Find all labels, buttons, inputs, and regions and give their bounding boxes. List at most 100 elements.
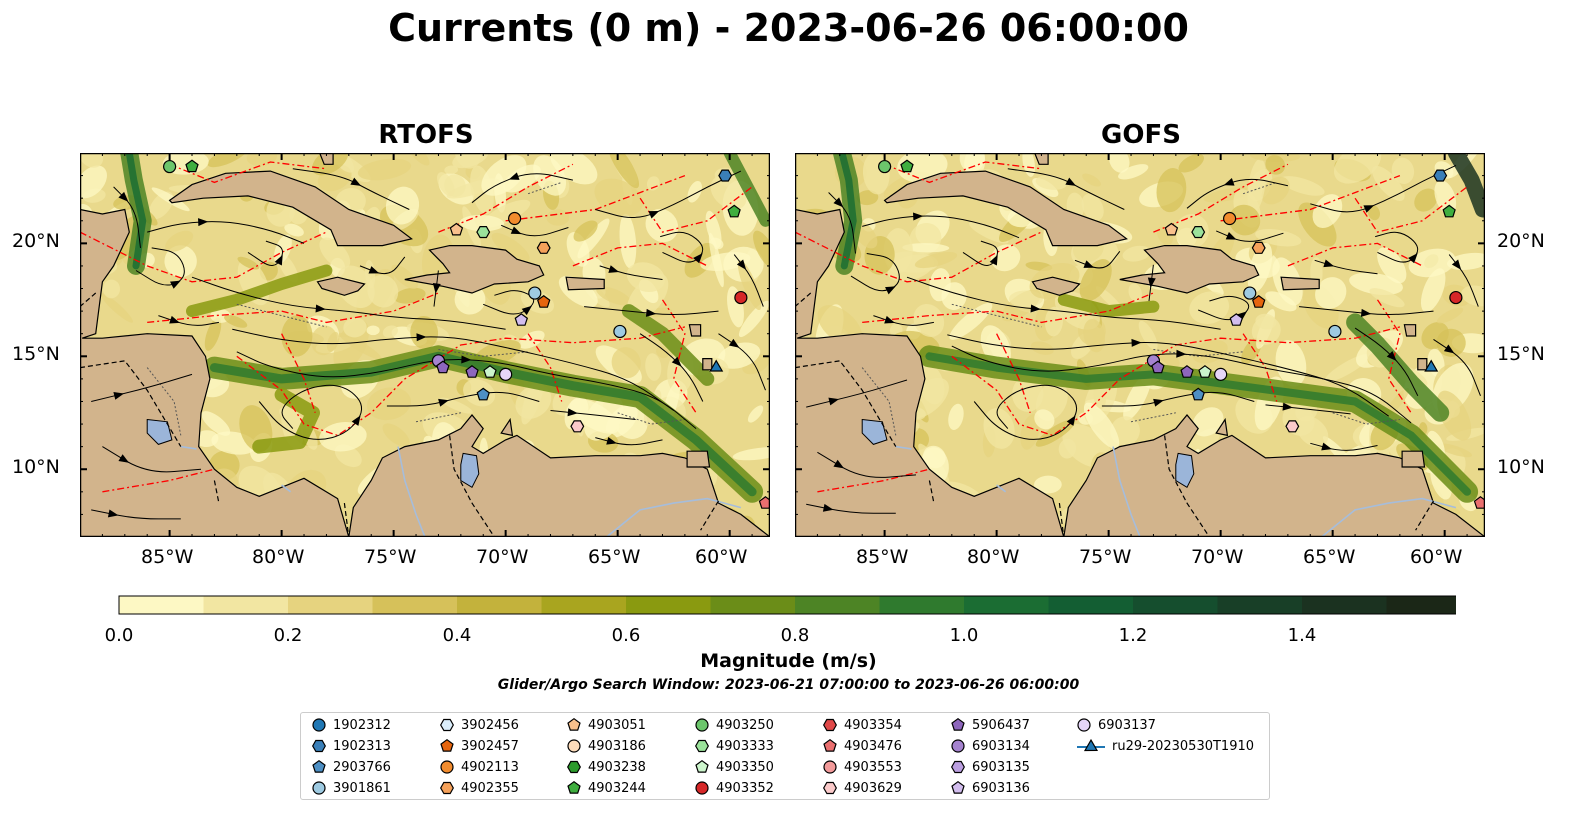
speed-fill: [165, 230, 194, 252]
observation-marker: [758, 496, 770, 509]
observation-marker: [436, 360, 450, 374]
speed-fill: [573, 220, 598, 242]
eez-boundary: [1354, 186, 1468, 233]
speed-fill: [1030, 341, 1054, 355]
landmass: [702, 358, 713, 371]
bathymetry-contour: [438, 349, 529, 357]
legend-marker-icon: [695, 759, 709, 773]
streamline-arrow: [728, 338, 740, 348]
speed-fill: [207, 153, 249, 168]
legend-marker-shape: [312, 781, 326, 795]
legend-marker-icon: [695, 781, 709, 795]
legend-item: 4903333: [694, 736, 774, 756]
speed-fill: [382, 325, 398, 338]
landmass: [1215, 417, 1229, 437]
speed-fill: [708, 232, 724, 288]
eez-boundary: [1242, 333, 1278, 402]
colorbar-segment: [626, 596, 711, 614]
streamline: [1007, 168, 1125, 210]
speed-fill: [1275, 340, 1307, 387]
speed-fill: [738, 300, 770, 338]
legend-marker-shape: [312, 739, 326, 753]
map-panel-rtofs: [80, 153, 770, 537]
eez-boundary: [527, 333, 563, 402]
observation-marker: [1198, 365, 1212, 378]
current-jet: [1346, 313, 1450, 422]
streamline-arrow: [107, 509, 119, 518]
streamline-arrow: [1176, 349, 1187, 358]
observation-marker: [1433, 169, 1448, 182]
legend-label: 4903238: [588, 759, 646, 775]
legend-label: 3902457: [461, 738, 519, 754]
landmass: [500, 417, 514, 437]
streamline-arrow: [833, 197, 844, 208]
legend-label: 4903553: [844, 759, 902, 775]
speed-fill: [311, 325, 338, 356]
landmass: [348, 414, 770, 537]
eez-boundary: [281, 333, 316, 414]
streamline-arrow: [351, 415, 361, 426]
lat-tick-label: 10°N: [12, 456, 60, 478]
legend-marker-shape: [567, 717, 581, 731]
streamline-arrow: [885, 286, 896, 295]
speed-fill: [918, 363, 945, 405]
panel-title-gofs: GOFS: [1101, 120, 1181, 150]
legend-marker-shape: [567, 739, 581, 753]
speed-fill: [1265, 155, 1286, 175]
speed-fill: [102, 279, 121, 299]
river: [397, 446, 426, 537]
legend-item: 4902113: [439, 757, 519, 777]
streamline: [292, 168, 410, 210]
speed-fill: [753, 230, 770, 270]
speed-fill: [454, 284, 486, 315]
legend-marker-icon: [312, 739, 326, 753]
observation-marker: [1449, 290, 1463, 305]
legend-marker-icon: [823, 718, 837, 732]
landmass: [883, 170, 1128, 247]
observation-marker: [476, 387, 490, 401]
country-border: [80, 360, 182, 447]
streamline: [247, 240, 283, 266]
lon-tick-label: 75°W: [364, 546, 417, 568]
landmass: [1063, 414, 1485, 537]
streamline-arrow: [416, 333, 427, 342]
legend-item: 4903244: [566, 778, 646, 798]
observation-marker: [1164, 222, 1179, 236]
lake: [146, 418, 173, 445]
speed-fill: [224, 314, 248, 328]
legend-label: 4903186: [588, 738, 646, 754]
observation-marker: [514, 313, 529, 326]
speed-fill: [645, 353, 662, 381]
observation-marker: [709, 359, 724, 372]
observation-marker: [1223, 211, 1237, 226]
landmass: [688, 324, 702, 337]
speed-fill: [1022, 153, 1035, 177]
legend-marker-icon: [695, 739, 709, 753]
speed-fill: [367, 274, 399, 308]
observation-marker: [528, 286, 542, 300]
legend-marker-icon: [823, 760, 837, 774]
streamline: [1299, 306, 1434, 315]
speed-fill: [439, 397, 473, 414]
observation-marker: [476, 225, 491, 239]
speed-fill: [705, 210, 722, 249]
speed-fill: [274, 234, 292, 265]
speed-fill: [1436, 328, 1466, 357]
lon-tick-label: 70°W: [1191, 546, 1244, 568]
landmass: [1401, 450, 1426, 468]
streamline-arrow: [274, 254, 283, 266]
colorbar-tick-label: 0.8: [780, 625, 810, 646]
legend-label: 4902113: [461, 759, 519, 775]
legend-label: 6903134: [972, 738, 1030, 754]
observation-marker: [727, 204, 741, 218]
legend-marker-icon: [951, 739, 965, 753]
current-jet: [1057, 293, 1160, 318]
legend-item: 4903354: [822, 715, 902, 735]
streamline-arrow: [1236, 311, 1247, 321]
legend-marker-icon: [695, 718, 709, 732]
speed-fill: [1020, 414, 1040, 450]
streamline-arrow: [1030, 304, 1041, 313]
eez-boundary: [884, 161, 1042, 184]
observation-marker: [1180, 365, 1194, 378]
legend-marker-icon: [823, 781, 837, 795]
